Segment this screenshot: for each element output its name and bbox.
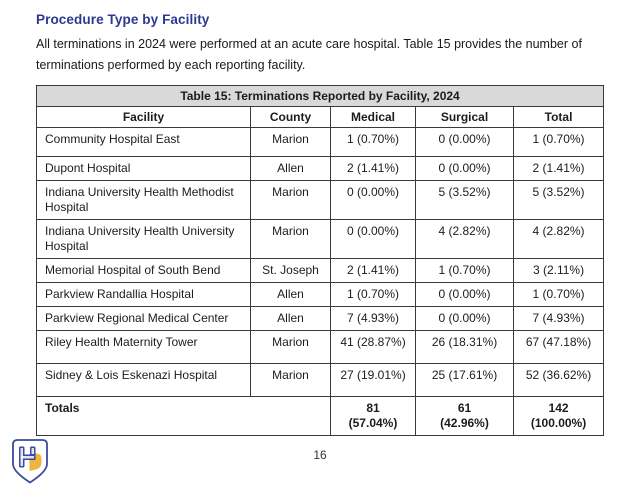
- table-row: Indiana University Health University Hos…: [36, 219, 605, 259]
- medical-cell: 1 (0.70%): [330, 282, 416, 307]
- document-page: Procedure Type by Facility All terminati…: [35, 12, 605, 436]
- facility-cell: Memorial Hospital of South Bend: [36, 258, 251, 283]
- surgical-cell: 26 (18.31%): [415, 330, 514, 364]
- county-cell: Marion: [250, 363, 331, 397]
- facility-cell: Indiana University Health Methodist Hosp…: [36, 180, 251, 220]
- facility-cell: Indiana University Health University Hos…: [36, 219, 251, 259]
- total-cell: 3 (2.11%): [512, 258, 605, 283]
- county-cell: Allen: [250, 156, 331, 181]
- totals-row: Totals 81 (57.04%) 61 (42.96%) 142 (100.…: [36, 396, 605, 436]
- table-row: Parkview Randallia Hospital Allen 1 (0.7…: [36, 282, 605, 307]
- surgical-cell: 1 (0.70%): [415, 258, 514, 283]
- total-cell: 1 (0.70%): [512, 127, 605, 157]
- col-header-total: Total: [512, 106, 605, 128]
- facility-cell: Dupont Hospital: [36, 156, 251, 181]
- facility-cell: Parkview Randallia Hospital: [36, 282, 251, 307]
- surgical-cell: 0 (0.00%): [415, 156, 514, 181]
- total-cell: 5 (3.52%): [512, 180, 605, 220]
- county-cell: Allen: [250, 306, 331, 331]
- table-row: Parkview Regional Medical Center Allen 7…: [36, 306, 605, 331]
- totals-total: 142 (100.00%): [512, 396, 605, 436]
- total-cell: 1 (0.70%): [512, 282, 605, 307]
- medical-cell: 7 (4.93%): [330, 306, 416, 331]
- medical-cell: 41 (28.87%): [330, 330, 416, 364]
- surgical-cell: 4 (2.82%): [415, 219, 514, 259]
- surgical-cell: 5 (3.52%): [415, 180, 514, 220]
- health-shield-logo: [9, 437, 51, 487]
- total-cell: 52 (36.62%): [512, 363, 605, 397]
- county-cell: St. Joseph: [250, 258, 331, 283]
- total-cell: 2 (1.41%): [512, 156, 605, 181]
- medical-cell: 2 (1.41%): [330, 156, 416, 181]
- table-title: Table 15: Terminations Reported by Facil…: [35, 85, 605, 107]
- total-cell: 7 (4.93%): [512, 306, 605, 331]
- surgical-cell: 25 (17.61%): [415, 363, 514, 397]
- intro-paragraph: All terminations in 2024 were performed …: [36, 37, 582, 72]
- totals-label: Totals: [36, 396, 331, 436]
- medical-cell: 0 (0.00%): [330, 180, 416, 220]
- facility-cell: Riley Health Maternity Tower: [36, 330, 251, 364]
- table-row: Dupont Hospital Allen 2 (1.41%) 0 (0.00%…: [36, 156, 605, 181]
- terminations-by-facility-table: Table 15: Terminations Reported by Facil…: [35, 85, 605, 436]
- county-cell: Allen: [250, 282, 331, 307]
- total-cell: 67 (47.18%): [512, 330, 605, 364]
- col-header-surgical: Surgical: [415, 106, 514, 128]
- total-cell: 4 (2.82%): [512, 219, 605, 259]
- medical-cell: 0 (0.00%): [330, 219, 416, 259]
- table-row: Memorial Hospital of South Bend St. Jose…: [36, 258, 605, 283]
- shield-icon: [12, 439, 48, 484]
- county-cell: Marion: [250, 219, 331, 259]
- facility-cell: Parkview Regional Medical Center: [36, 306, 251, 331]
- table-row: Riley Health Maternity Tower Marion 41 (…: [36, 330, 605, 364]
- col-header-facility: Facility: [36, 106, 251, 128]
- col-header-medical: Medical: [330, 106, 416, 128]
- county-cell: Marion: [250, 330, 331, 364]
- table-header-row: Facility County Medical Surgical Total: [36, 106, 605, 128]
- table-row: Community Hospital East Marion 1 (0.70%)…: [36, 127, 605, 157]
- surgical-cell: 0 (0.00%): [415, 282, 514, 307]
- medical-cell: 27 (19.01%): [330, 363, 416, 397]
- facility-cell: Community Hospital East: [36, 127, 251, 157]
- surgical-cell: 0 (0.00%): [415, 127, 514, 157]
- facility-cell: Sidney & Lois Eskenazi Hospital: [36, 363, 251, 397]
- table-title-row: Table 15: Terminations Reported by Facil…: [35, 85, 605, 107]
- county-cell: Marion: [250, 127, 331, 157]
- medical-cell: 2 (1.41%): [330, 258, 416, 283]
- col-header-county: County: [250, 106, 331, 128]
- medical-cell: 1 (0.70%): [330, 127, 416, 157]
- surgical-cell: 0 (0.00%): [415, 306, 514, 331]
- page-number: 16: [313, 448, 327, 462]
- totals-medical: 81 (57.04%): [330, 396, 416, 436]
- totals-surgical: 61 (42.96%): [415, 396, 514, 436]
- section-heading: Procedure Type by Facility: [36, 12, 210, 27]
- table-row: Indiana University Health Methodist Hosp…: [36, 180, 605, 220]
- table-row: Sidney & Lois Eskenazi Hospital Marion 2…: [36, 363, 605, 397]
- county-cell: Marion: [250, 180, 331, 220]
